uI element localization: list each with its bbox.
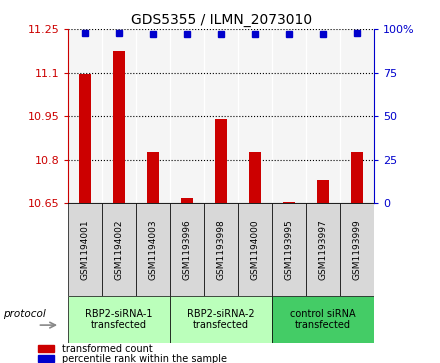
Text: GSM1193996: GSM1193996 xyxy=(183,219,192,280)
Text: GSM1193999: GSM1193999 xyxy=(352,219,362,280)
Bar xyxy=(68,296,170,343)
Bar xyxy=(317,180,329,203)
Bar xyxy=(215,119,227,203)
Bar xyxy=(283,202,295,203)
Bar xyxy=(38,355,54,362)
Bar xyxy=(79,74,91,203)
Bar xyxy=(68,203,102,296)
Text: GSM1194003: GSM1194003 xyxy=(149,219,158,280)
Text: RBP2-siRNA-1
transfected: RBP2-siRNA-1 transfected xyxy=(85,309,153,330)
Text: GSM1193998: GSM1193998 xyxy=(216,219,226,280)
Text: GSM1193995: GSM1193995 xyxy=(285,219,293,280)
Bar xyxy=(170,296,272,343)
Bar xyxy=(204,203,238,296)
Text: percentile rank within the sample: percentile rank within the sample xyxy=(62,354,227,363)
Text: protocol: protocol xyxy=(4,309,46,319)
Bar xyxy=(38,345,54,352)
Bar xyxy=(351,152,363,203)
Bar xyxy=(340,203,374,296)
Text: control siRNA
transfected: control siRNA transfected xyxy=(290,309,356,330)
Title: GDS5355 / ILMN_2073010: GDS5355 / ILMN_2073010 xyxy=(131,13,312,26)
Bar xyxy=(113,51,125,203)
Bar xyxy=(306,203,340,296)
Bar xyxy=(102,203,136,296)
Text: RBP2-siRNA-2
transfected: RBP2-siRNA-2 transfected xyxy=(187,309,255,330)
Text: GSM1194000: GSM1194000 xyxy=(250,219,260,280)
Text: GSM1193997: GSM1193997 xyxy=(319,219,327,280)
Text: GSM1194002: GSM1194002 xyxy=(115,219,124,280)
Bar xyxy=(272,296,374,343)
Bar xyxy=(181,198,193,203)
Bar xyxy=(147,152,159,203)
Bar xyxy=(170,203,204,296)
Bar xyxy=(249,152,261,203)
Text: GSM1194001: GSM1194001 xyxy=(81,219,90,280)
Bar xyxy=(272,203,306,296)
Text: transformed count: transformed count xyxy=(62,344,152,354)
Bar xyxy=(136,203,170,296)
Bar xyxy=(238,203,272,296)
